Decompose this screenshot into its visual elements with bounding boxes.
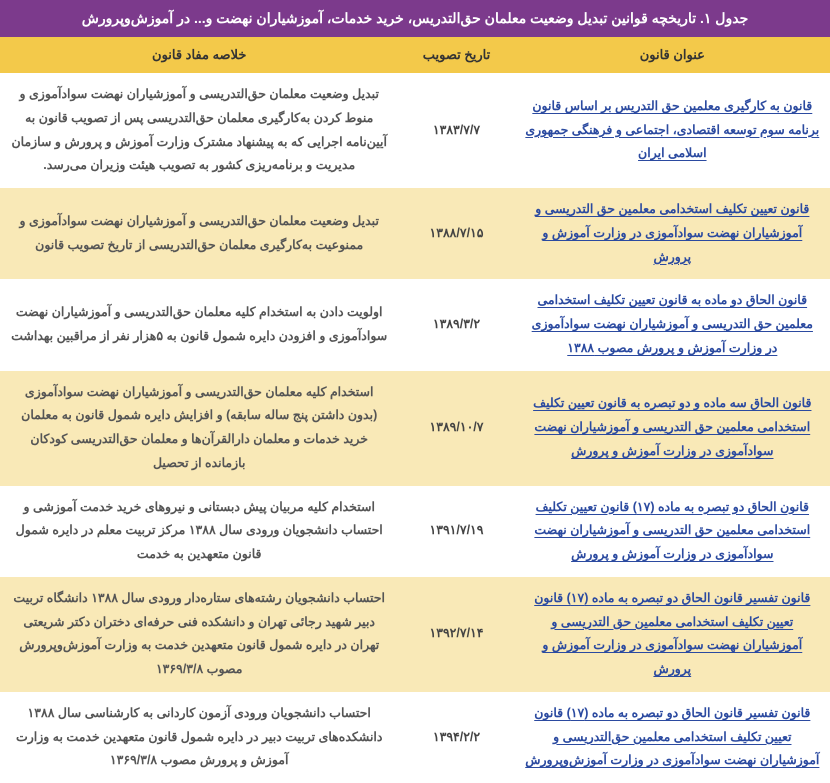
cell-summary: استخدام کلیه مربیان پیش دبستانی و نیروها…	[0, 486, 398, 577]
cell-summary: استخدام کلیه معلمان حق‌التدریسی و آموزشی…	[0, 371, 398, 486]
cell-approval-date: ۱۳۸۹/۱۰/۷	[398, 371, 514, 486]
table-row: قانون به کارگیری معلمین حق التدریس بر اس…	[0, 73, 830, 188]
header-approval-date: تاریخ تصویب	[398, 37, 514, 73]
law-title-link[interactable]: قانون الحاق دو ماده به قانون تعیین تکلیف…	[532, 293, 813, 355]
table-header-row: عنوان قانون تاریخ تصویب خلاصه مفاد قانون	[0, 37, 830, 73]
law-title-link[interactable]: قانون تفسیر قانون الحاق دو تبصره به ماده…	[525, 706, 819, 768]
law-title-link[interactable]: قانون تعیین تکلیف استخدامی معلمین حق الت…	[535, 202, 809, 264]
cell-law-title: قانون به کارگیری معلمین حق التدریس بر اس…	[515, 73, 830, 188]
summary-text: استخدام کلیه معلمان حق‌التدریسی و آموزشی…	[21, 385, 377, 470]
cell-approval-date: ۱۳۸۳/۷/۷	[398, 73, 514, 188]
cell-summary: احتساب دانشجویان ورودی آزمون کاردانی به …	[0, 692, 398, 783]
cell-approval-date: ۱۳۹۱/۷/۱۹	[398, 486, 514, 577]
summary-text: احتساب دانشجویان رشته‌های ستاره‌دار ورود…	[13, 591, 385, 676]
cell-law-title: قانون تعیین تکلیف استخدامی معلمین حق الت…	[515, 188, 830, 279]
approval-date-text: ۱۳۹۲/۷/۱۴	[430, 626, 484, 640]
cell-summary: تبدیل وضعیت معلمان حق‌التدریسی و آموزشیا…	[0, 73, 398, 188]
table-row: قانون تعیین تکلیف استخدامی معلمین حق الت…	[0, 188, 830, 279]
cell-approval-date: ۱۳۹۴/۲/۲	[398, 692, 514, 783]
approval-date-text: ۱۳۸۳/۷/۷	[433, 123, 480, 137]
cell-approval-date: ۱۳۸۸/۷/۱۵	[398, 188, 514, 279]
summary-text: استخدام کلیه مربیان پیش دبستانی و نیروها…	[16, 500, 383, 562]
cell-summary: احتساب دانشجویان رشته‌های ستاره‌دار ورود…	[0, 577, 398, 692]
table-row: قانون تفسیر قانون الحاق دو تبصره به ماده…	[0, 577, 830, 692]
cell-law-title: قانون الحاق دو تبصره به ماده (۱۷) قانون …	[515, 486, 830, 577]
header-law-title: عنوان قانون	[515, 37, 830, 73]
header-summary: خلاصه مفاد قانون	[0, 37, 398, 73]
law-title-link[interactable]: قانون به کارگیری معلمین حق التدریس بر اس…	[525, 99, 819, 161]
table-row: قانون تفسیر قانون الحاق دو تبصره به ماده…	[0, 692, 830, 783]
cell-approval-date: ۱۳۸۹/۳/۲	[398, 279, 514, 370]
law-title-link[interactable]: قانون الحاق دو تبصره به ماده (۱۷) قانون …	[534, 500, 810, 562]
cell-law-title: قانون تفسیر قانون الحاق دو تبصره به ماده…	[515, 692, 830, 783]
table-row: قانون الحاق سه ماده و دو تبصره به قانون …	[0, 371, 830, 486]
summary-text: تبدیل وضعیت معلمان حق‌التدریسی و آموزشیا…	[11, 87, 387, 172]
cell-law-title: قانون الحاق دو ماده به قانون تعیین تکلیف…	[515, 279, 830, 370]
table-row: قانون الحاق دو تبصره به ماده (۱۷) قانون …	[0, 486, 830, 577]
table-row: قانون الحاق دو ماده به قانون تعیین تکلیف…	[0, 279, 830, 370]
table-title: جدول ۱. تاریخچه قوانین تبدیل وضعیت معلما…	[0, 0, 830, 37]
cell-law-title: قانون تفسیر قانون الحاق دو تبصره به ماده…	[515, 577, 830, 692]
approval-date-text: ۱۳۹۴/۲/۲	[433, 730, 480, 744]
cell-law-title: قانون الحاق سه ماده و دو تبصره به قانون …	[515, 371, 830, 486]
approval-date-text: ۱۳۸۸/۷/۱۵	[430, 226, 484, 240]
summary-text: اولویت دادن به استخدام کلیه معلمان حق‌ال…	[11, 305, 387, 343]
cell-summary: تبدیل وضعیت معلمان حق‌التدریسی و آموزشیا…	[0, 188, 398, 279]
cell-approval-date: ۱۳۹۲/۷/۱۴	[398, 577, 514, 692]
law-table: عنوان قانون تاریخ تصویب خلاصه مفاد قانون…	[0, 37, 830, 783]
summary-text: احتساب دانشجویان ورودی آزمون کاردانی به …	[16, 706, 383, 768]
law-history-table: جدول ۱. تاریخچه قوانین تبدیل وضعیت معلما…	[0, 0, 830, 783]
approval-date-text: ۱۳۸۹/۳/۲	[433, 317, 480, 331]
approval-date-text: ۱۳۹۱/۷/۱۹	[430, 523, 484, 537]
cell-summary: اولویت دادن به استخدام کلیه معلمان حق‌ال…	[0, 279, 398, 370]
law-title-link[interactable]: قانون الحاق سه ماده و دو تبصره به قانون …	[533, 396, 811, 458]
law-title-link[interactable]: قانون تفسیر قانون الحاق دو تبصره به ماده…	[534, 591, 810, 676]
summary-text: تبدیل وضعیت معلمان حق‌التدریسی و آموزشیا…	[19, 214, 378, 252]
approval-date-text: ۱۳۸۹/۱۰/۷	[430, 420, 484, 434]
